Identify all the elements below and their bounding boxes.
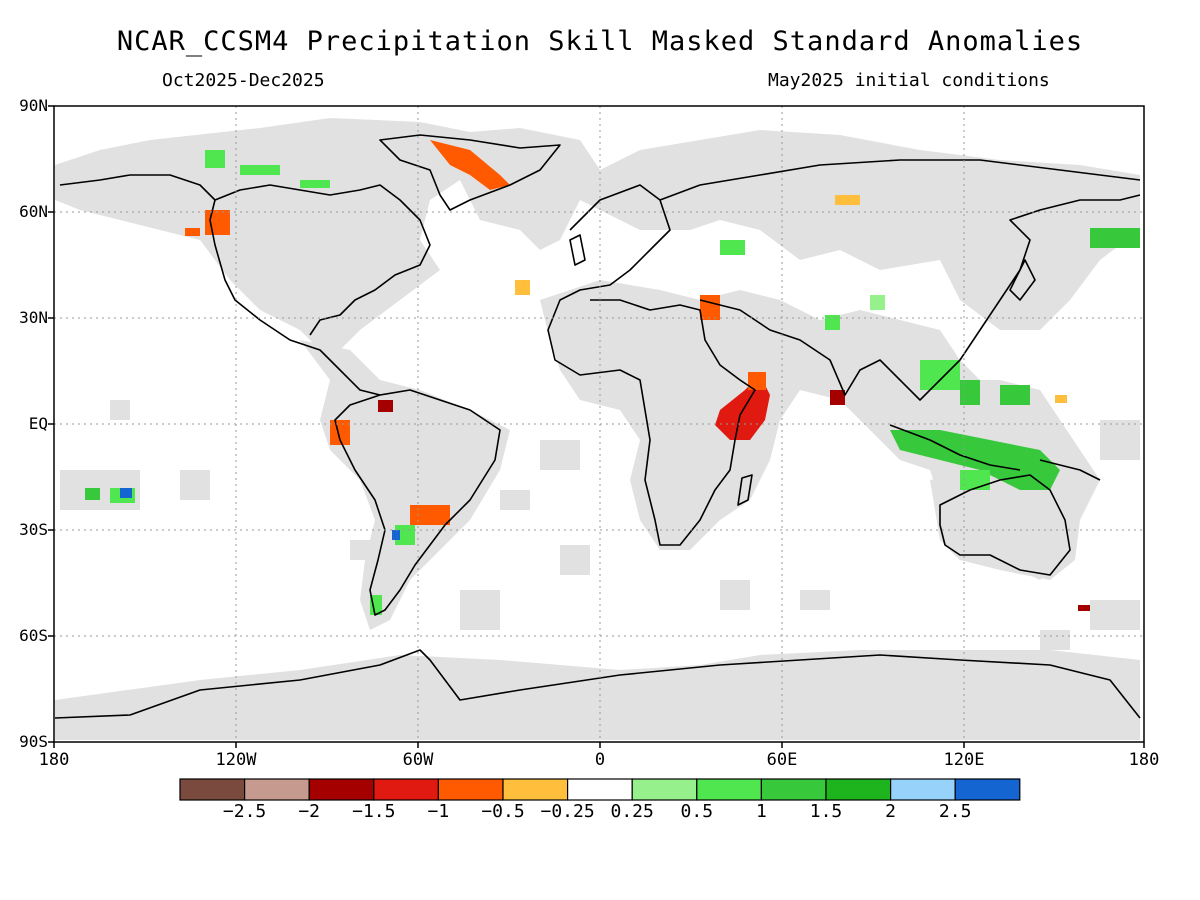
colorbar-tick-label: 1.5 bbox=[809, 801, 843, 822]
colorbar-swatch bbox=[954, 778, 1021, 801]
colorbar-tick-label: 2 bbox=[885, 801, 897, 822]
lon-label-180e: 180 bbox=[1128, 750, 1160, 770]
colorbar-tick-label: 0.5 bbox=[680, 801, 714, 822]
lat-label-60n: 60N bbox=[19, 202, 48, 221]
colorbar-tick-label: −1.5 bbox=[352, 801, 396, 822]
lon-label-60w: 60W bbox=[402, 750, 434, 770]
lon-label-180w: 180 bbox=[38, 750, 70, 770]
lon-label-120e: 120E bbox=[943, 750, 985, 770]
colorbar-tick-label: 2.5 bbox=[938, 801, 972, 822]
colorbar-swatch bbox=[373, 778, 439, 801]
lat-label-30n: 30N bbox=[19, 308, 48, 327]
axis-ticks bbox=[48, 105, 1145, 748]
colorbar-swatch bbox=[244, 778, 310, 801]
colorbar-swatch bbox=[889, 778, 956, 801]
lon-label-120w: 120W bbox=[215, 750, 257, 770]
forecast-period: Oct2025-Dec2025 bbox=[162, 70, 325, 91]
colorbar bbox=[179, 778, 1021, 801]
colorbar-tick-label: −2.5 bbox=[222, 801, 267, 822]
colorbar-tick-label: −2 bbox=[298, 801, 321, 822]
lat-label-60s: 60S bbox=[19, 626, 48, 645]
colorbar-swatch bbox=[437, 778, 504, 801]
initial-conditions: May2025 initial conditions bbox=[768, 70, 1050, 91]
coastlines bbox=[54, 134, 1141, 719]
lat-label-30s: 30S bbox=[19, 520, 48, 539]
lat-label-90n: 90N bbox=[19, 96, 48, 115]
colorbar-tick-label: 1 bbox=[755, 801, 767, 822]
colorbar-swatch bbox=[179, 778, 246, 801]
colorbar-tick-label: −0.25 bbox=[540, 801, 595, 822]
colorbar-swatch bbox=[696, 778, 762, 801]
lon-label-0: 0 bbox=[594, 750, 606, 770]
colorbar-swatch bbox=[502, 778, 569, 801]
graticule bbox=[54, 106, 1144, 742]
colorbar-tick-label: −1 bbox=[427, 801, 450, 822]
colorbar-swatch bbox=[631, 778, 698, 801]
colorbar-tick-label: 0.25 bbox=[610, 801, 654, 822]
colorbar-swatch bbox=[308, 778, 375, 801]
lat-label-eq: EQ bbox=[28, 414, 48, 433]
lat-label-90s: 90S bbox=[19, 732, 48, 751]
skill-mask-layer bbox=[55, 118, 1140, 740]
colorbar-swatch bbox=[825, 778, 892, 801]
colorbar-swatch bbox=[760, 778, 827, 801]
lon-label-60e: 60E bbox=[766, 750, 798, 770]
colorbar-tick-label: −0.5 bbox=[481, 801, 525, 822]
colorbar-swatch bbox=[566, 778, 633, 801]
page-title: NCAR_CCSM4 Precipitation Skill Masked St… bbox=[116, 26, 1084, 57]
